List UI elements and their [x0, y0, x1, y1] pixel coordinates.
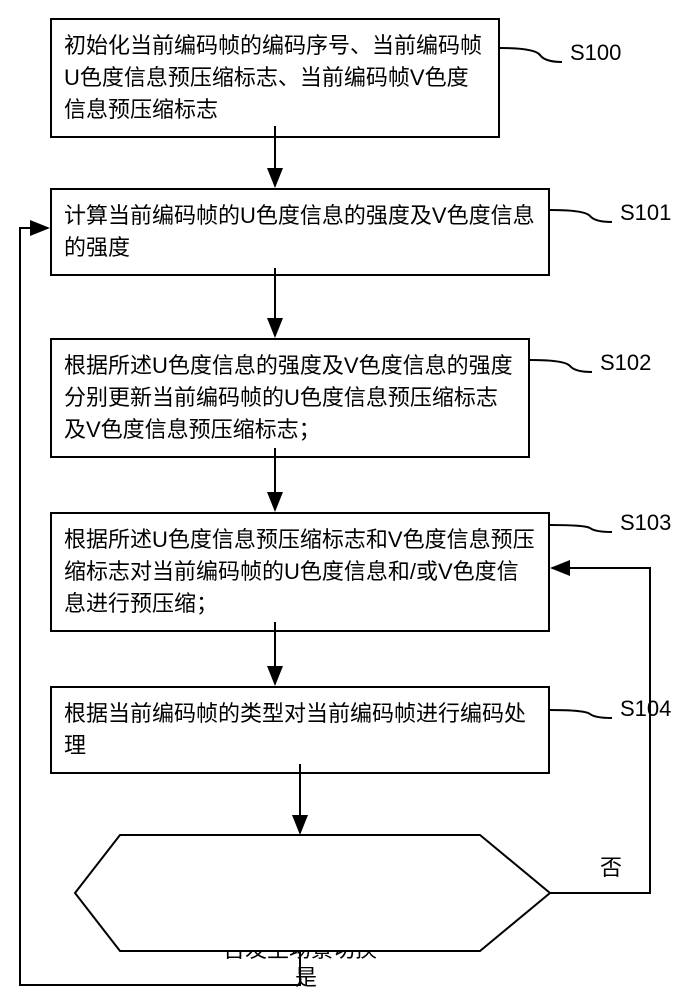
flow-overlay — [0, 0, 684, 1000]
step-label-s104: S104 — [620, 696, 671, 722]
step-text: 初始化当前编码帧的编码序号、当前编码帧U色度信息预压缩标志、当前编码帧V色度信息… — [64, 33, 482, 122]
step-label-s101: S101 — [620, 200, 671, 226]
step-s102: 根据所述U色度信息的强度及V色度信息的强度分别更新当前编码帧的U色度信息预压缩标… — [50, 338, 530, 458]
decision-text: 设置下一帧为当前编码帧，判断是 否发生场景切换 — [140, 870, 460, 966]
step-text: 根据所述U色度信息预压缩标志和V色度信息预压缩标志对当前编码帧的U色度信息和/或… — [64, 527, 535, 616]
step-label-s102: S102 — [600, 350, 651, 376]
step-label-s100: S100 — [570, 40, 621, 66]
step-text: 根据当前编码帧的类型对当前编码帧进行编码处理 — [64, 701, 526, 758]
label-connector-s100 — [500, 48, 562, 62]
step-s104: 根据当前编码帧的类型对当前编码帧进行编码处理 — [50, 686, 550, 774]
step-text: 根据所述U色度信息的强度及V色度信息的强度分别更新当前编码帧的U色度信息预压缩标… — [64, 353, 513, 442]
step-s101: 计算当前编码帧的U色度信息的强度及V色度信息的强度 — [50, 188, 550, 276]
loop-no — [550, 568, 650, 893]
step-label-s103: S103 — [620, 510, 671, 536]
step-text: 计算当前编码帧的U色度信息的强度及V色度信息的强度 — [64, 203, 535, 260]
label-connector-s101 — [550, 210, 612, 222]
branch-yes-label: 是 — [295, 960, 317, 992]
step-s100: 初始化当前编码帧的编码序号、当前编码帧U色度信息预压缩标志、当前编码帧V色度信息… — [50, 18, 500, 138]
branch-no-label: 否 — [600, 850, 622, 882]
label-connector-s104 — [550, 710, 612, 718]
label-connector-s103 — [550, 525, 612, 532]
step-s103: 根据所述U色度信息预压缩标志和V色度信息预压缩标志对当前编码帧的U色度信息和/或… — [50, 512, 550, 632]
label-connector-s102 — [530, 360, 592, 372]
